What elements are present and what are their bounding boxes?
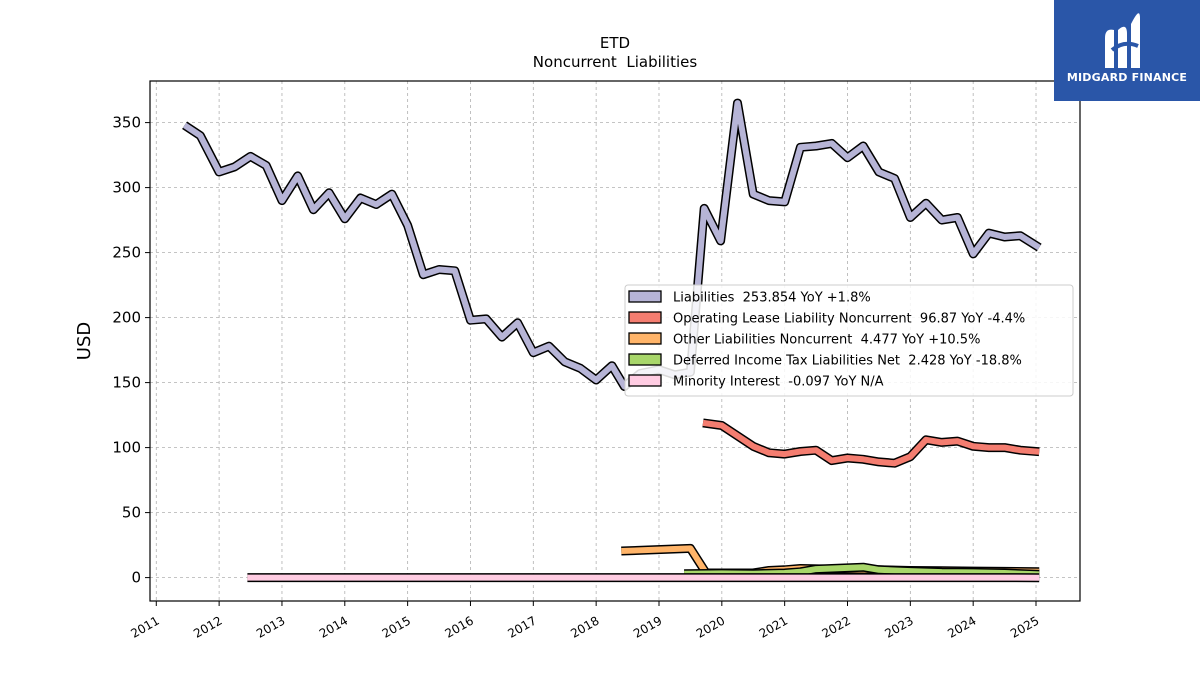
- legend: Liabilities 253.854 YoY +1.8% Operating L…: [624, 284, 1074, 397]
- x-tick-label: 2012: [191, 613, 224, 640]
- x-tick-label: 2023: [882, 613, 915, 640]
- x-tick-label: 2022: [820, 613, 853, 640]
- legend-label: Deferred Income Tax Liabilities Net 2.42…: [673, 354, 1022, 369]
- chart-title: ETD: [600, 34, 630, 52]
- logo-text: MIDGARD FINANCE: [1066, 71, 1188, 84]
- legend-label: Liabilities 253.854 YoY +1.8%: [673, 291, 871, 306]
- legend-swatch: [628, 353, 662, 366]
- x-tick-label: 2014: [317, 613, 350, 640]
- y-tick-label: 350: [112, 114, 141, 132]
- legend-label: Operating Lease Liability Noncurrent 96.…: [673, 312, 1025, 327]
- x-tick-label: 2025: [1008, 613, 1041, 640]
- y-axis-label: USD: [74, 322, 95, 360]
- legend-swatch: [628, 290, 662, 303]
- y-tick-label: 300: [112, 179, 141, 197]
- x-tick-label: 2016: [443, 613, 476, 640]
- x-axis-ticks: 2011 2012 2013 2014 2015 2016 2017 2018 2019 2020…: [128, 601, 1042, 641]
- x-tick-label: 2015: [380, 613, 413, 640]
- series-lines: [182, 98, 1042, 583]
- legend-box: [624, 284, 1074, 397]
- x-tick-label: 2017: [505, 613, 538, 640]
- legend-label: Other Liabilities Noncurrent 4.477 YoY +…: [673, 333, 980, 348]
- chart-subtitle: Noncurrent Liabilities: [533, 53, 698, 71]
- x-tick-label: 2024: [945, 613, 978, 640]
- y-tick-label: 0: [131, 569, 141, 587]
- y-tick-label: 50: [122, 504, 141, 522]
- y-tick-label: 250: [112, 244, 141, 262]
- x-tick-label: 2011: [128, 613, 161, 640]
- legend-swatch: [628, 311, 662, 324]
- x-tick-label: 2013: [254, 613, 287, 640]
- x-tick-label: 2020: [694, 613, 727, 640]
- y-tick-label: 100: [112, 439, 141, 457]
- x-tick-label: 2021: [757, 613, 790, 640]
- series-line-operating-lease-liability-noncurrent: [702, 419, 1040, 467]
- x-tick-label: 2018: [568, 613, 601, 640]
- legend-swatch: [628, 332, 662, 345]
- y-axis-ticks: 0 50 100 150 200 250 300 350: [112, 114, 150, 587]
- plot-frame: [149, 80, 1081, 602]
- midgard-m-logo-icon: [1105, 13, 1140, 68]
- legend-swatch: [628, 374, 662, 387]
- legend-label: Minority Interest -0.097 YoY N/A: [673, 375, 884, 390]
- y-tick-label: 150: [112, 374, 141, 392]
- midgard-finance-logo: MIDGARD FINANCE: [1054, 0, 1200, 101]
- x-tick-label: 2019: [631, 613, 664, 640]
- y-tick-label: 200: [112, 309, 141, 327]
- series-line-liabilities: [182, 100, 1041, 390]
